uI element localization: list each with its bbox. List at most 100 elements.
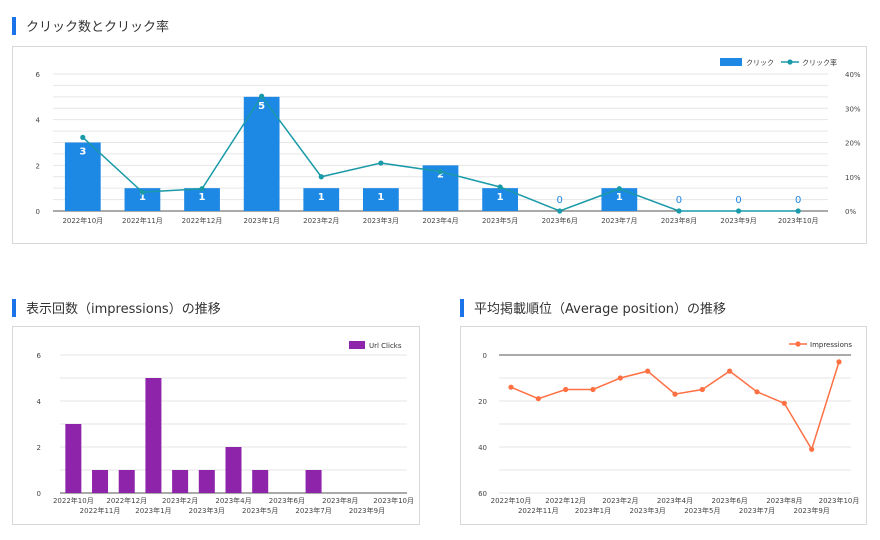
y-right-tick-label: 30%	[845, 105, 861, 113]
x-tick-label: 2023年7月	[295, 506, 331, 515]
x-tick-label: 2023年5月	[242, 506, 278, 515]
y-left-tick-label: 0	[36, 208, 40, 216]
impressions-chart: 02462022年10月2022年11月2022年12月2023年1月2023年…	[37, 341, 414, 515]
y-left-tick-label: 4	[36, 117, 41, 125]
bar-clicks	[482, 188, 518, 211]
line-point-impressions	[699, 386, 705, 393]
y-right-tick-label: 20%	[845, 140, 861, 148]
line-point-click-rate	[795, 208, 801, 214]
line-point-impressions	[617, 375, 623, 381]
x-tick-label: 2022年11月	[518, 506, 559, 515]
x-tick-label: 2023年1月	[575, 506, 611, 515]
bar-data-label: 1	[318, 192, 325, 203]
bar-data-label: 1	[377, 192, 384, 203]
bar-clicks	[303, 188, 340, 211]
y-tick-label: 0	[483, 352, 487, 360]
x-tick-label: 2023年2月	[602, 496, 638, 505]
x-tick-label: 2023年9月	[720, 216, 756, 225]
x-tick-label: 2023年6月	[712, 496, 748, 505]
x-tick-label: 2023年5月	[482, 216, 518, 225]
bar-data-label: 0	[735, 195, 741, 206]
bar-clicks	[363, 188, 399, 211]
impressions-section-title: 表示回数（impressions）の推移	[12, 298, 221, 317]
position-section-title: 平均掲載順位（Average position）の推移	[460, 298, 726, 317]
line-point-click-rate	[80, 134, 86, 140]
line-point-click-rate	[199, 186, 205, 192]
line-point-click-rate	[437, 169, 444, 175]
x-tick-label: 2023年6月	[269, 496, 305, 505]
y-left-tick-label: 6	[36, 71, 41, 79]
bar-clicks	[184, 188, 220, 211]
y-tick-label: 20	[478, 398, 487, 406]
x-tick-label: 2023年2月	[303, 216, 339, 225]
x-tick-label: 2023年6月	[542, 216, 578, 225]
bar-clicks	[124, 188, 161, 211]
x-tick-label: 2022年10月	[53, 496, 94, 505]
line-point-impressions	[727, 368, 733, 374]
legend-label-click-rate: クリック率	[802, 58, 837, 67]
line-point-click-rate	[557, 208, 563, 214]
x-tick-label: 2023年9月	[349, 506, 385, 515]
clicks-chart: 02460%10%20%30%40%32022年10月12022年11月1202…	[36, 58, 861, 225]
x-tick-label: 2023年10月	[819, 496, 860, 505]
bar-clicks	[601, 188, 638, 211]
position-chart: 02040602022年10月2022年11月2022年12月2023年1月20…	[478, 341, 860, 515]
x-tick-label: 2023年1月	[244, 216, 280, 225]
clicks-title-text: クリック数とクリック率	[26, 20, 170, 35]
x-tick-label: 2023年10月	[778, 216, 819, 225]
clicks-chart-card: 0 2 4 6 0% 10% 20% 30% 40% 3 2022年10月 1 2022年11月 1 202…	[12, 46, 867, 244]
x-tick-label: 2023年2月	[162, 496, 198, 505]
x-tick-label: 2022年11月	[122, 216, 163, 225]
x-tick-label: 2023年8月	[766, 496, 802, 505]
position-chart-card: 0 20 40 60 2022年10月 2022年11月 2022年12月 2023年1月 20…	[460, 326, 867, 525]
x-tick-label: 2023年8月	[322, 496, 358, 505]
x-tick-label: 2023年9月	[794, 506, 830, 515]
x-tick-label: 2023年3月	[630, 506, 666, 515]
x-tick-label: 2023年4月	[657, 496, 693, 505]
x-tick-label: 2023年3月	[363, 216, 399, 225]
x-tick-label: 2023年8月	[661, 216, 697, 225]
bar-url-clicks	[252, 470, 269, 493]
x-tick-label: 2023年3月	[189, 506, 225, 515]
bar-data-label: 1	[616, 192, 623, 203]
bar-data-label: 1	[199, 192, 206, 203]
bar-data-label: 1	[497, 192, 504, 203]
x-tick-label: 2022年11月	[80, 506, 121, 515]
x-tick-label: 2023年7月	[601, 216, 637, 225]
position-title-text: 平均掲載順位（Average position）の推移	[474, 302, 727, 317]
y-tick-label: 60	[478, 490, 487, 498]
y-tick-label: 0	[37, 490, 41, 498]
bar-clicks	[64, 142, 101, 211]
title-accent-bar	[460, 298, 464, 317]
line-point-impressions	[563, 386, 569, 393]
legend-marker-click-rate	[787, 59, 793, 65]
x-tick-label: 2023年7月	[739, 506, 775, 515]
line-point-impressions	[590, 386, 596, 393]
bar-url-clicks	[65, 424, 82, 493]
bar-data-label: 0	[557, 195, 563, 206]
line-point-click-rate	[139, 189, 146, 195]
line-impressions	[510, 361, 840, 452]
x-tick-label: 2022年12月	[545, 496, 586, 505]
impressions-title-text: 表示回数（impressions）の推移	[26, 302, 221, 317]
x-tick-label: 2023年4月	[215, 496, 251, 505]
title-accent-bar	[12, 298, 16, 317]
legend-swatch-clicks	[720, 58, 742, 66]
x-tick-label: 2022年10月	[491, 496, 532, 505]
legend-label-clicks: クリック	[746, 59, 774, 67]
y-tick-label: 6	[37, 352, 42, 360]
bar-data-label: 1	[139, 192, 146, 203]
bar-data-label: 5	[258, 101, 265, 112]
y-tick-label: 2	[37, 444, 41, 452]
x-tick-label: 2022年10月	[62, 216, 103, 225]
legend-label-impressions: Impressions	[810, 341, 852, 349]
x-tick-label: 2023年4月	[422, 216, 458, 225]
bar-url-clicks	[118, 470, 135, 493]
bar-data-label: 3	[79, 147, 86, 158]
legend-label-url-clicks: Url Clicks	[369, 342, 402, 350]
line-point-impressions	[672, 391, 678, 397]
y-left-tick-label: 2	[36, 162, 40, 170]
y-right-tick-label: 10%	[845, 174, 861, 182]
bar-url-clicks	[225, 447, 242, 493]
line-point-impressions	[836, 359, 842, 365]
